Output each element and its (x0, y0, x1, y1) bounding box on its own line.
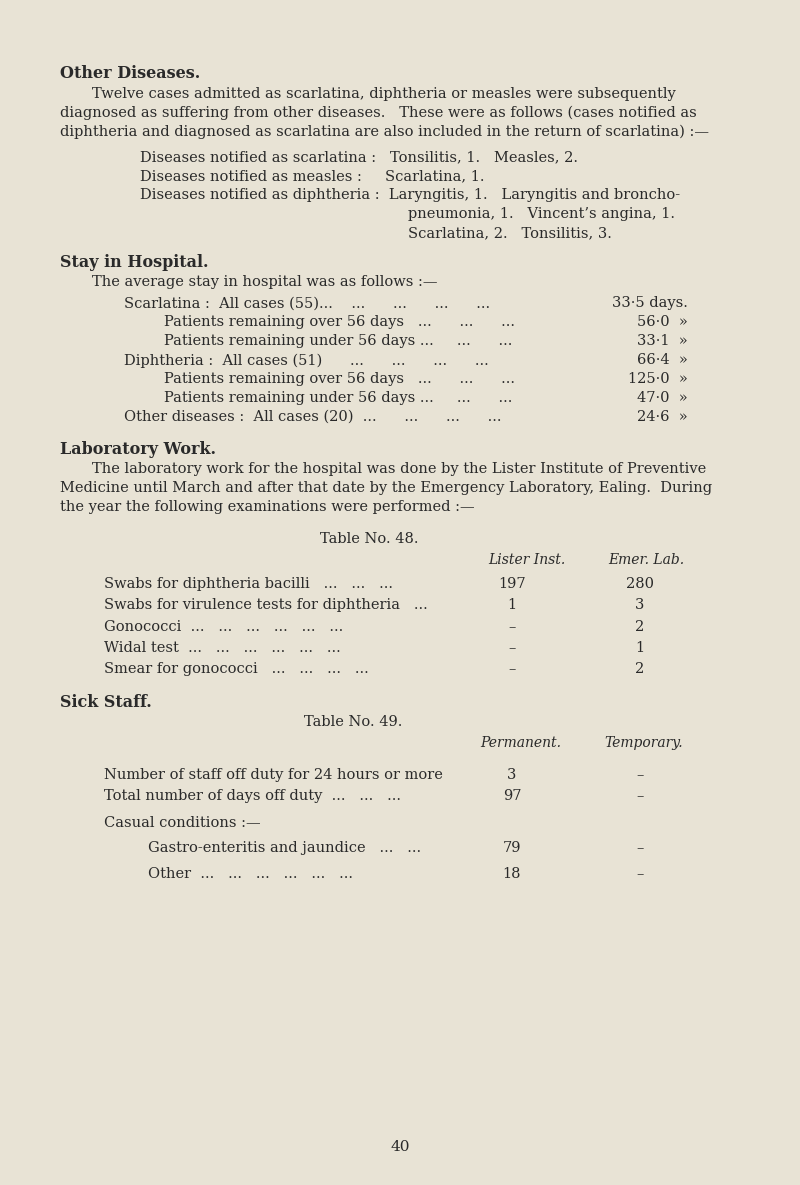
Text: Table No. 49.: Table No. 49. (304, 715, 402, 729)
Text: Stay in Hospital.: Stay in Hospital. (60, 254, 209, 270)
Text: –: – (636, 867, 644, 882)
Text: 56·0  »: 56·0 » (638, 315, 688, 329)
Text: –: – (508, 620, 516, 634)
Text: 3: 3 (635, 598, 645, 613)
Text: 3: 3 (507, 768, 517, 782)
Text: –: – (636, 841, 644, 856)
Text: the year the following examinations were performed :—: the year the following examinations were… (60, 500, 474, 514)
Text: Diseases notified as diphtheria :  Laryngitis, 1.   Laryngitis and broncho-: Diseases notified as diphtheria : Laryng… (140, 188, 680, 203)
Text: The average stay in hospital was as follows :—: The average stay in hospital was as foll… (92, 275, 438, 289)
Text: Emer. Lab.: Emer. Lab. (608, 553, 684, 568)
Text: Swabs for virulence tests for diphtheria   ...: Swabs for virulence tests for diphtheria… (104, 598, 428, 613)
Text: 2: 2 (635, 620, 645, 634)
Text: Diseases notified as measles :     Scarlatina, 1.: Diseases notified as measles : Scarlatin… (140, 169, 485, 184)
Text: Widal test  ...   ...   ...   ...   ...   ...: Widal test ... ... ... ... ... ... (104, 641, 341, 655)
Text: Scarlatina :  All cases (55)...    ...      ...      ...      ...: Scarlatina : All cases (55)... ... ... .… (124, 296, 490, 310)
Text: Diphtheria :  All cases (51)      ...      ...      ...      ...: Diphtheria : All cases (51) ... ... ... … (124, 353, 489, 367)
Text: 33·5 days.: 33·5 days. (612, 296, 688, 310)
Text: Casual conditions :—: Casual conditions :— (104, 816, 261, 831)
Text: 40: 40 (390, 1140, 410, 1154)
Text: 125·0  »: 125·0 » (628, 372, 688, 386)
Text: Patients remaining over 56 days   ...      ...      ...: Patients remaining over 56 days ... ... … (164, 315, 515, 329)
Text: 66·4  »: 66·4 » (638, 353, 688, 367)
Text: The laboratory work for the hospital was done by the Lister Institute of Prevent: The laboratory work for the hospital was… (92, 462, 706, 476)
Text: pneumonia, 1.   Vincent’s angina, 1.: pneumonia, 1. Vincent’s angina, 1. (408, 207, 675, 222)
Text: 47·0  »: 47·0 » (638, 391, 688, 405)
Text: diphtheria and diagnosed as scarlatina are also included in the return of scarla: diphtheria and diagnosed as scarlatina a… (60, 124, 709, 139)
Text: Total number of days off duty  ...   ...   ...: Total number of days off duty ... ... ..… (104, 789, 401, 803)
Text: –: – (636, 789, 644, 803)
Text: 18: 18 (502, 867, 522, 882)
Text: Patients remaining under 56 days ...     ...      ...: Patients remaining under 56 days ... ...… (164, 334, 512, 348)
Text: 1: 1 (635, 641, 645, 655)
Text: Patients remaining over 56 days   ...      ...      ...: Patients remaining over 56 days ... ... … (164, 372, 515, 386)
Text: 33·1  »: 33·1 » (638, 334, 688, 348)
Text: 79: 79 (502, 841, 522, 856)
Text: Temporary.: Temporary. (604, 736, 682, 750)
Text: Twelve cases admitted as scarlatina, diphtheria or measles were subsequently: Twelve cases admitted as scarlatina, dip… (92, 87, 676, 101)
Text: Gonococci  ...   ...   ...   ...   ...   ...: Gonococci ... ... ... ... ... ... (104, 620, 343, 634)
Text: Swabs for diphtheria bacilli   ...   ...   ...: Swabs for diphtheria bacilli ... ... ... (104, 577, 393, 591)
Text: Other diseases :  All cases (20)  ...      ...      ...      ...: Other diseases : All cases (20) ... ... … (124, 410, 502, 424)
Text: Gastro-enteritis and jaundice   ...   ...: Gastro-enteritis and jaundice ... ... (148, 841, 421, 856)
Text: Scarlatina, 2.   Tonsilitis, 3.: Scarlatina, 2. Tonsilitis, 3. (408, 226, 612, 241)
Text: Laboratory Work.: Laboratory Work. (60, 441, 216, 457)
Text: –: – (636, 768, 644, 782)
Text: Number of staff off duty for 24 hours or more: Number of staff off duty for 24 hours or… (104, 768, 443, 782)
Text: Other  ...   ...   ...   ...   ...   ...: Other ... ... ... ... ... ... (148, 867, 353, 882)
Text: Medicine until March and after that date by the Emergency Laboratory, Ealing.  D: Medicine until March and after that date… (60, 481, 712, 495)
Text: 2: 2 (635, 662, 645, 677)
Text: Lister Inst.: Lister Inst. (488, 553, 566, 568)
Text: –: – (508, 662, 516, 677)
Text: Table No. 48.: Table No. 48. (320, 532, 418, 546)
Text: Diseases notified as scarlatina :   Tonsilitis, 1.   Measles, 2.: Diseases notified as scarlatina : Tonsil… (140, 150, 578, 165)
Text: diagnosed as suffering from other diseases.   These were as follows (cases notif: diagnosed as suffering from other diseas… (60, 105, 697, 120)
Text: 97: 97 (502, 789, 522, 803)
Text: Permanent.: Permanent. (480, 736, 561, 750)
Text: 280: 280 (626, 577, 654, 591)
Text: Smear for gonococci   ...   ...   ...   ...: Smear for gonococci ... ... ... ... (104, 662, 369, 677)
Text: Sick Staff.: Sick Staff. (60, 694, 152, 711)
Text: 1: 1 (507, 598, 517, 613)
Text: Other Diseases.: Other Diseases. (60, 65, 200, 82)
Text: 197: 197 (498, 577, 526, 591)
Text: –: – (508, 641, 516, 655)
Text: 24·6  »: 24·6 » (638, 410, 688, 424)
Text: Patients remaining under 56 days ...     ...      ...: Patients remaining under 56 days ... ...… (164, 391, 512, 405)
